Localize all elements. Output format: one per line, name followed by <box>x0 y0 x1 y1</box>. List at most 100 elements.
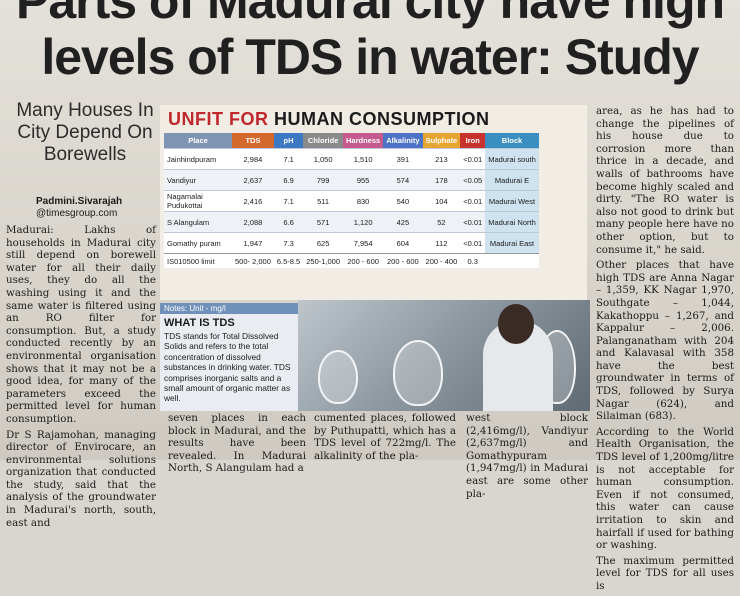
table-cell: 425 <box>383 211 423 233</box>
table-cell: 6.9 <box>273 169 304 191</box>
flask-image <box>393 340 443 406</box>
flask-image <box>318 350 358 404</box>
article-column-5: area, as he has had to change the pipeli… <box>596 105 734 596</box>
table-title-rest: HUMAN CONSUMPTION <box>274 109 490 129</box>
table-row: Nagamalai Pudukottai 2,416 7.1 511 830 540 104… <box>164 190 539 212</box>
headline-line-1: Parts of Madurai city have high <box>15 0 725 29</box>
table-cell: <0.01 <box>460 232 486 254</box>
table-header-row: Place TDS pH Chloride Hardness Alkalinity Sulp… <box>164 133 539 149</box>
paragraph: Madurai: Lakhs of households in Madurai … <box>6 224 156 425</box>
article-column-4: west block (2,416mg/l), Vandiyur (2,637m… <box>466 412 588 500</box>
lab-photo <box>298 300 590 411</box>
what-is-tds-box: Notes: Unit - mg/l WHAT IS TDS TDS stand… <box>160 303 298 411</box>
headline: Parts of Madurai city have high levels o… <box>0 0 740 84</box>
table-header-cell: Place <box>164 133 232 149</box>
paragraph: The maximum permitted level for TDS for … <box>596 554 734 592</box>
limit-cell: 200 - 400 <box>422 253 461 268</box>
table-cell: Madurai East <box>485 232 539 254</box>
table-cell: 830 <box>343 190 384 212</box>
limit-row: IS010500 limit 500- 2,000 6.5-8.5 250-1,000… <box>164 253 539 268</box>
byline-name: Padmini.Sivarajah <box>36 196 123 207</box>
paragraph: Dr S Rajamohan, managing director of Env… <box>6 428 156 529</box>
table-cell: Madurai E <box>485 169 539 191</box>
paragraph: Other places that have high TDS are Anna… <box>596 259 734 423</box>
table-cell: 571 <box>303 211 344 233</box>
table-cell: 1,510 <box>343 148 384 170</box>
table-cell: 604 <box>383 232 423 254</box>
table-cell: 52 <box>422 211 461 233</box>
article-column-3: cumented places, followed by Puthupatti,… <box>314 412 456 462</box>
notes-body: TDS stands for Total Dissolved Solids an… <box>164 331 291 404</box>
tds-table: Place TDS pH Chloride Hardness Alkalinity Sulp… <box>164 133 539 268</box>
table-cell: 1,050 <box>303 148 344 170</box>
table-header-cell: pH <box>273 133 304 149</box>
table-row: Jainhindpuram 2,984 7.1 1,050 1,510 391 213 <0.… <box>164 148 539 170</box>
table-cell: 7,954 <box>343 232 384 254</box>
deck-subheading: Many Houses In City Depend On Borewells <box>16 100 154 165</box>
byline-handle: @timesgroup.com <box>36 208 118 219</box>
table-header-cell: Sulphate <box>422 133 461 149</box>
table-cell: 7.1 <box>273 148 304 170</box>
table-cell: 799 <box>303 169 344 191</box>
table-cell: 213 <box>422 148 461 170</box>
table-header-cell: TDS <box>232 133 274 149</box>
table-cell: 7.3 <box>273 232 304 254</box>
table-cell: <0.01 <box>460 190 486 212</box>
table-cell: 6.6 <box>273 211 304 233</box>
limit-cell: 200 - 600 <box>383 253 423 268</box>
table-header-cell: Block <box>485 133 539 149</box>
table-header-cell: Iron <box>460 133 486 149</box>
table-cell: 511 <box>303 190 344 212</box>
table-cell: Gomathy puram <box>164 232 232 254</box>
byline: Padmini.Sivarajah @timesgroup.com <box>36 196 166 220</box>
table-cell: S Alangulam <box>164 211 232 233</box>
table-cell: 2,416 <box>232 190 274 212</box>
limit-cell: 200 - 600 <box>343 253 384 268</box>
notes-heading: WHAT IS TDS <box>164 317 235 329</box>
table-header-cell: Chloride <box>303 133 344 149</box>
table-cell: 391 <box>383 148 423 170</box>
table-header-cell: Alkalinity <box>383 133 423 149</box>
table-cell: <0.05 <box>460 169 486 191</box>
table-cell: 2,637 <box>232 169 274 191</box>
table-cell: Jainhindpuram <box>164 148 232 170</box>
table-row: Gomathy puram 1,947 7.3 625 7,954 604 112 <0.01… <box>164 232 539 254</box>
scientist-head <box>498 304 534 344</box>
table-row: Vandiyur 2,637 6.9 799 955 574 178 <0.05 Madurai… <box>164 169 539 191</box>
table-cell: 1,947 <box>232 232 274 254</box>
article-column-2: seven places in each block in Madurai, a… <box>168 412 306 475</box>
table-cell: 7.1 <box>273 190 304 212</box>
table-cell: 178 <box>422 169 461 191</box>
table-cell: 1,120 <box>343 211 384 233</box>
table-cell: <0.01 <box>460 211 486 233</box>
table-body: Jainhindpuram 2,984 7.1 1,050 1,510 391 213 <0.… <box>164 148 539 268</box>
table-cell: 2,088 <box>232 211 274 233</box>
paragraph: area, as he has had to change the pipeli… <box>596 105 734 256</box>
table-row: S Alangulam 2,088 6.6 571 1,120 425 52 <0.01 Mad… <box>164 211 539 233</box>
table-cell: 540 <box>383 190 423 212</box>
table-header-cell: Hardness <box>343 133 384 149</box>
limit-cell: 0.3 <box>460 253 486 268</box>
table-cell: 104 <box>422 190 461 212</box>
article-column-1: Madurai: Lakhs of households in Madurai … <box>6 224 156 532</box>
tds-table-box: UNFIT FOR HUMAN CONSUMPTION Place TDS pH Ch… <box>160 105 587 300</box>
notes-label: Notes: Unit - mg/l <box>160 303 298 314</box>
table-cell: 2,984 <box>232 148 274 170</box>
table-cell: 955 <box>343 169 384 191</box>
limit-cell: 6.5-8.5 <box>273 253 304 268</box>
headline-line-2: levels of TDS in water: Study <box>41 29 699 85</box>
table-title: UNFIT FOR HUMAN CONSUMPTION <box>168 109 587 130</box>
limit-cell: 500- 2,000 <box>232 253 274 268</box>
table-cell: Nagamalai Pudukottai <box>164 190 232 212</box>
table-cell: Madurai West <box>485 190 539 212</box>
table-title-red: UNFIT FOR <box>168 109 269 129</box>
limit-cell: IS010500 limit <box>164 253 232 268</box>
table-cell: Madurai south <box>485 148 539 170</box>
table-cell: Madurai North <box>485 211 539 233</box>
table-cell: 625 <box>303 232 344 254</box>
limit-cell <box>485 253 539 268</box>
table-cell: 574 <box>383 169 423 191</box>
paragraph: According to the World Health Organisati… <box>596 425 734 552</box>
table-cell: Vandiyur <box>164 169 232 191</box>
